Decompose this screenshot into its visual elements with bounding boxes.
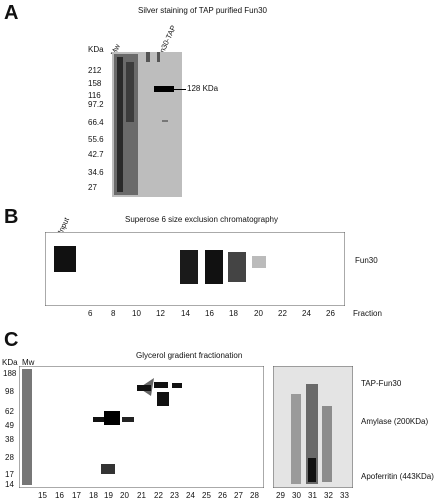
panel-b-fraction-10: 10	[132, 309, 141, 318]
panel-c-fraction-21: 21	[137, 491, 146, 500]
panel-a-unit-label: KDa	[88, 45, 104, 54]
panel-c-fraction-24: 24	[186, 491, 195, 500]
panel-b-title: Superose 6 size exclusion chromatography	[125, 215, 278, 224]
panel-c-fraction-19: 19	[104, 491, 113, 500]
panel-c-unit-label: KDa	[2, 358, 18, 367]
panel-c-fraction-17: 17	[72, 491, 81, 500]
panel-b-fraction-24: 24	[302, 309, 311, 318]
panel-b-fraction-12: 12	[156, 309, 165, 318]
panel-b-fraction-18: 18	[229, 309, 238, 318]
panel-b-band-label: Fun30	[355, 256, 378, 265]
panel-a-marker-27: 27	[88, 183, 97, 192]
panel-c-fraction-31: 31	[308, 491, 317, 500]
panel-c-fraction-32: 32	[324, 491, 333, 500]
panel-b-fraction-14: 14	[181, 309, 190, 318]
panel-b-letter: B	[4, 206, 19, 228]
panel-c-marker-49: 49	[5, 421, 14, 430]
panel-a-marker-34-6: 34.6	[88, 168, 104, 177]
panel-c-marker-28: 28	[5, 453, 14, 462]
panel-c-gel-right	[273, 366, 353, 488]
panel-c-marker-98: 98	[5, 387, 14, 396]
panel-c-label-apoferritin: Apoferritin (443KDa)	[361, 472, 434, 481]
panel-c-fraction-27: 27	[234, 491, 243, 500]
panel-a-gel	[112, 52, 182, 197]
panel-c-fraction-18: 18	[89, 491, 98, 500]
panel-c-mw-label: Mw	[22, 358, 35, 367]
panel-b-fraction-22: 22	[278, 309, 287, 318]
panel-c-fraction-29: 29	[276, 491, 285, 500]
panel-c-fraction-23: 23	[170, 491, 179, 500]
panel-c-marker-62: 62	[5, 407, 14, 416]
panel-c-marker-17: 17	[5, 470, 14, 479]
panel-c-gel-left	[19, 366, 264, 488]
panel-c-fraction-15: 15	[38, 491, 47, 500]
panel-a-marker-66-4: 66.4	[88, 118, 104, 127]
panel-b-fraction-20: 20	[254, 309, 263, 318]
panel-a-marker-212: 212	[88, 66, 102, 75]
panel-c-title: Glycerol gradient fractionation	[136, 351, 243, 360]
panel-b-fraction-26: 26	[326, 309, 335, 318]
panel-c-fraction-33: 33	[340, 491, 349, 500]
panel-a-band-arrow	[174, 89, 186, 90]
panel-c-fraction-22: 22	[154, 491, 163, 500]
panel-a-title: Silver staining of TAP purified Fun30	[138, 6, 267, 15]
panel-c-label-amylase: Amylase (200KDa)	[361, 417, 429, 426]
panel-c-fraction-30: 30	[292, 491, 301, 500]
panel-a-marker-97-2: 97.2	[88, 100, 104, 109]
panel-a-band-label: 128 KDa	[187, 84, 219, 93]
panel-a-marker-158: 158	[88, 79, 102, 88]
panel-c-fraction-28: 28	[250, 491, 259, 500]
panel-b-gel	[45, 232, 345, 306]
panel-c-marker-14: 14	[5, 480, 14, 489]
panel-b-fraction-16: 16	[205, 309, 214, 318]
panel-b-fraction-6: 6	[88, 309, 93, 318]
panel-c-fraction-16: 16	[55, 491, 64, 500]
panel-a-marker-116: 116	[88, 91, 101, 100]
panel-c-label-tap-fun30: TAP-Fun30	[361, 379, 402, 388]
panel-c-fraction-26: 26	[218, 491, 227, 500]
panel-c-marker-38: 38	[5, 435, 14, 444]
panel-c-marker-188: 188	[3, 369, 17, 378]
panel-a-letter: A	[4, 2, 19, 24]
panel-a-marker-42-7: 42.7	[88, 150, 104, 159]
panel-b-fraction-8: 8	[111, 309, 116, 318]
panel-c-fraction-25: 25	[202, 491, 211, 500]
panel-b-fraction-label: Fraction	[353, 309, 382, 318]
panel-c-letter: C	[4, 329, 19, 351]
panel-a-marker-55-6: 55.6	[88, 135, 104, 144]
panel-c-fraction-20: 20	[120, 491, 129, 500]
